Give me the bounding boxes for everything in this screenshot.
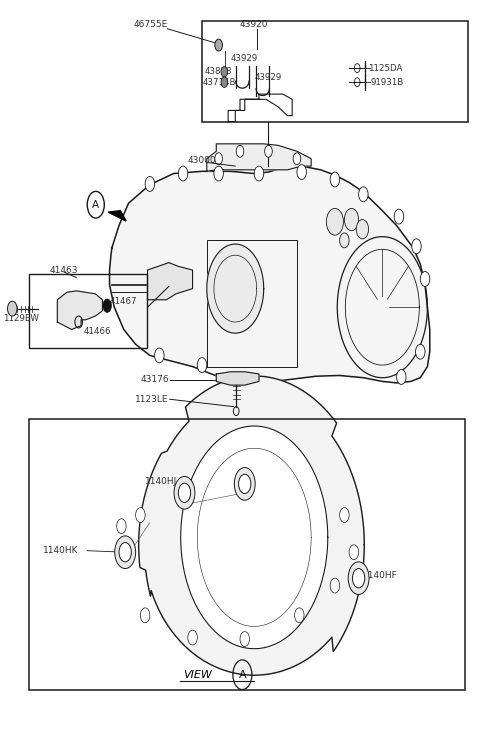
- Circle shape: [8, 301, 17, 316]
- Text: 43176: 43176: [140, 375, 169, 384]
- Circle shape: [297, 165, 306, 180]
- Text: A: A: [92, 200, 99, 209]
- Circle shape: [293, 153, 301, 165]
- Text: 1123LE: 1123LE: [135, 395, 169, 404]
- Text: 43929: 43929: [254, 73, 281, 82]
- Text: 46755E: 46755E: [133, 19, 168, 29]
- Circle shape: [394, 209, 404, 224]
- Text: 41463: 41463: [49, 266, 78, 275]
- Circle shape: [264, 145, 272, 157]
- Circle shape: [214, 166, 223, 181]
- Circle shape: [420, 272, 430, 286]
- Polygon shape: [180, 426, 328, 649]
- Polygon shape: [207, 244, 264, 333]
- Polygon shape: [57, 291, 102, 329]
- Text: 43714B: 43714B: [203, 78, 237, 87]
- Circle shape: [136, 508, 145, 523]
- Circle shape: [215, 39, 222, 51]
- Polygon shape: [216, 372, 259, 385]
- Circle shape: [174, 476, 195, 509]
- Circle shape: [340, 508, 349, 523]
- Text: 1140HJ: 1140HJ: [250, 470, 282, 479]
- Circle shape: [326, 209, 343, 235]
- Circle shape: [221, 77, 228, 88]
- Polygon shape: [108, 211, 126, 221]
- Circle shape: [254, 166, 264, 181]
- Circle shape: [179, 483, 191, 503]
- Text: 43000: 43000: [188, 156, 216, 165]
- Circle shape: [416, 344, 425, 359]
- Text: 1140HJ: 1140HJ: [145, 477, 178, 486]
- Circle shape: [234, 468, 255, 500]
- Circle shape: [103, 299, 111, 313]
- Circle shape: [215, 153, 222, 165]
- Text: 1125DA: 1125DA: [368, 64, 402, 73]
- Circle shape: [119, 542, 132, 562]
- Text: 1140HK: 1140HK: [43, 546, 79, 555]
- Polygon shape: [139, 376, 364, 675]
- Circle shape: [348, 562, 369, 595]
- Text: 41466: 41466: [84, 327, 111, 336]
- Circle shape: [330, 172, 340, 187]
- Text: A: A: [239, 669, 246, 680]
- Text: 43838: 43838: [204, 67, 232, 76]
- Text: 91931B: 91931B: [371, 78, 404, 87]
- Text: 41467: 41467: [109, 298, 137, 307]
- Circle shape: [295, 608, 304, 623]
- Polygon shape: [109, 166, 430, 383]
- Circle shape: [240, 631, 250, 646]
- Circle shape: [221, 67, 228, 77]
- Circle shape: [179, 166, 188, 181]
- Circle shape: [340, 233, 349, 248]
- Polygon shape: [147, 263, 192, 300]
- Polygon shape: [207, 144, 311, 171]
- Circle shape: [197, 358, 207, 373]
- Circle shape: [396, 370, 406, 384]
- Circle shape: [188, 630, 197, 645]
- Circle shape: [115, 536, 136, 568]
- Text: 1140HF: 1140HF: [363, 571, 398, 580]
- Text: 43929: 43929: [230, 54, 258, 63]
- Circle shape: [145, 177, 155, 191]
- Circle shape: [236, 145, 244, 157]
- Circle shape: [349, 545, 359, 560]
- Circle shape: [330, 578, 340, 593]
- Circle shape: [155, 348, 164, 363]
- Circle shape: [359, 187, 368, 202]
- Circle shape: [344, 209, 359, 230]
- Circle shape: [117, 519, 126, 533]
- Circle shape: [352, 568, 365, 588]
- Text: 1129EW: 1129EW: [3, 314, 39, 323]
- Text: 43920: 43920: [240, 19, 268, 29]
- Circle shape: [412, 239, 421, 254]
- Text: VIEW: VIEW: [183, 669, 212, 680]
- Circle shape: [239, 474, 251, 494]
- Circle shape: [140, 608, 150, 623]
- Circle shape: [356, 220, 369, 239]
